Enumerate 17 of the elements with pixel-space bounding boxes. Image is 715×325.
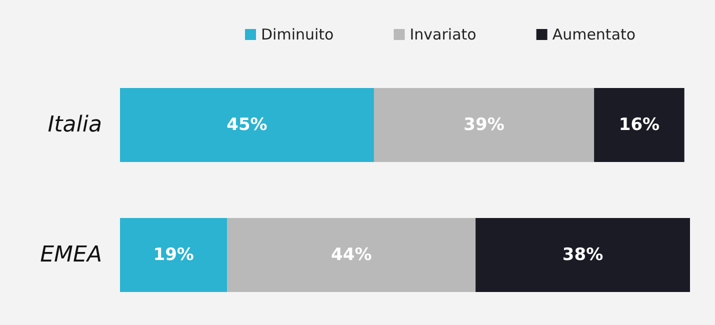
legend-label: Diminuito: [261, 26, 334, 44]
data-label: 16%: [618, 115, 660, 135]
y-tick-label: Italia: [48, 112, 102, 138]
data-label: 45%: [226, 115, 268, 135]
data-label: 38%: [562, 245, 604, 265]
bar: [374, 88, 594, 162]
bar: [120, 218, 228, 292]
bar: [227, 218, 476, 292]
bar: [594, 88, 684, 162]
bar: [476, 218, 690, 292]
bar: [120, 88, 374, 162]
data-label: 44%: [331, 245, 372, 265]
legend-label: Aumentato: [552, 26, 636, 44]
data-label: 19%: [153, 245, 194, 265]
y-tick-label: EMEA: [40, 242, 102, 268]
data-label: 39%: [464, 115, 504, 135]
legend-label: Invariato: [410, 26, 476, 44]
